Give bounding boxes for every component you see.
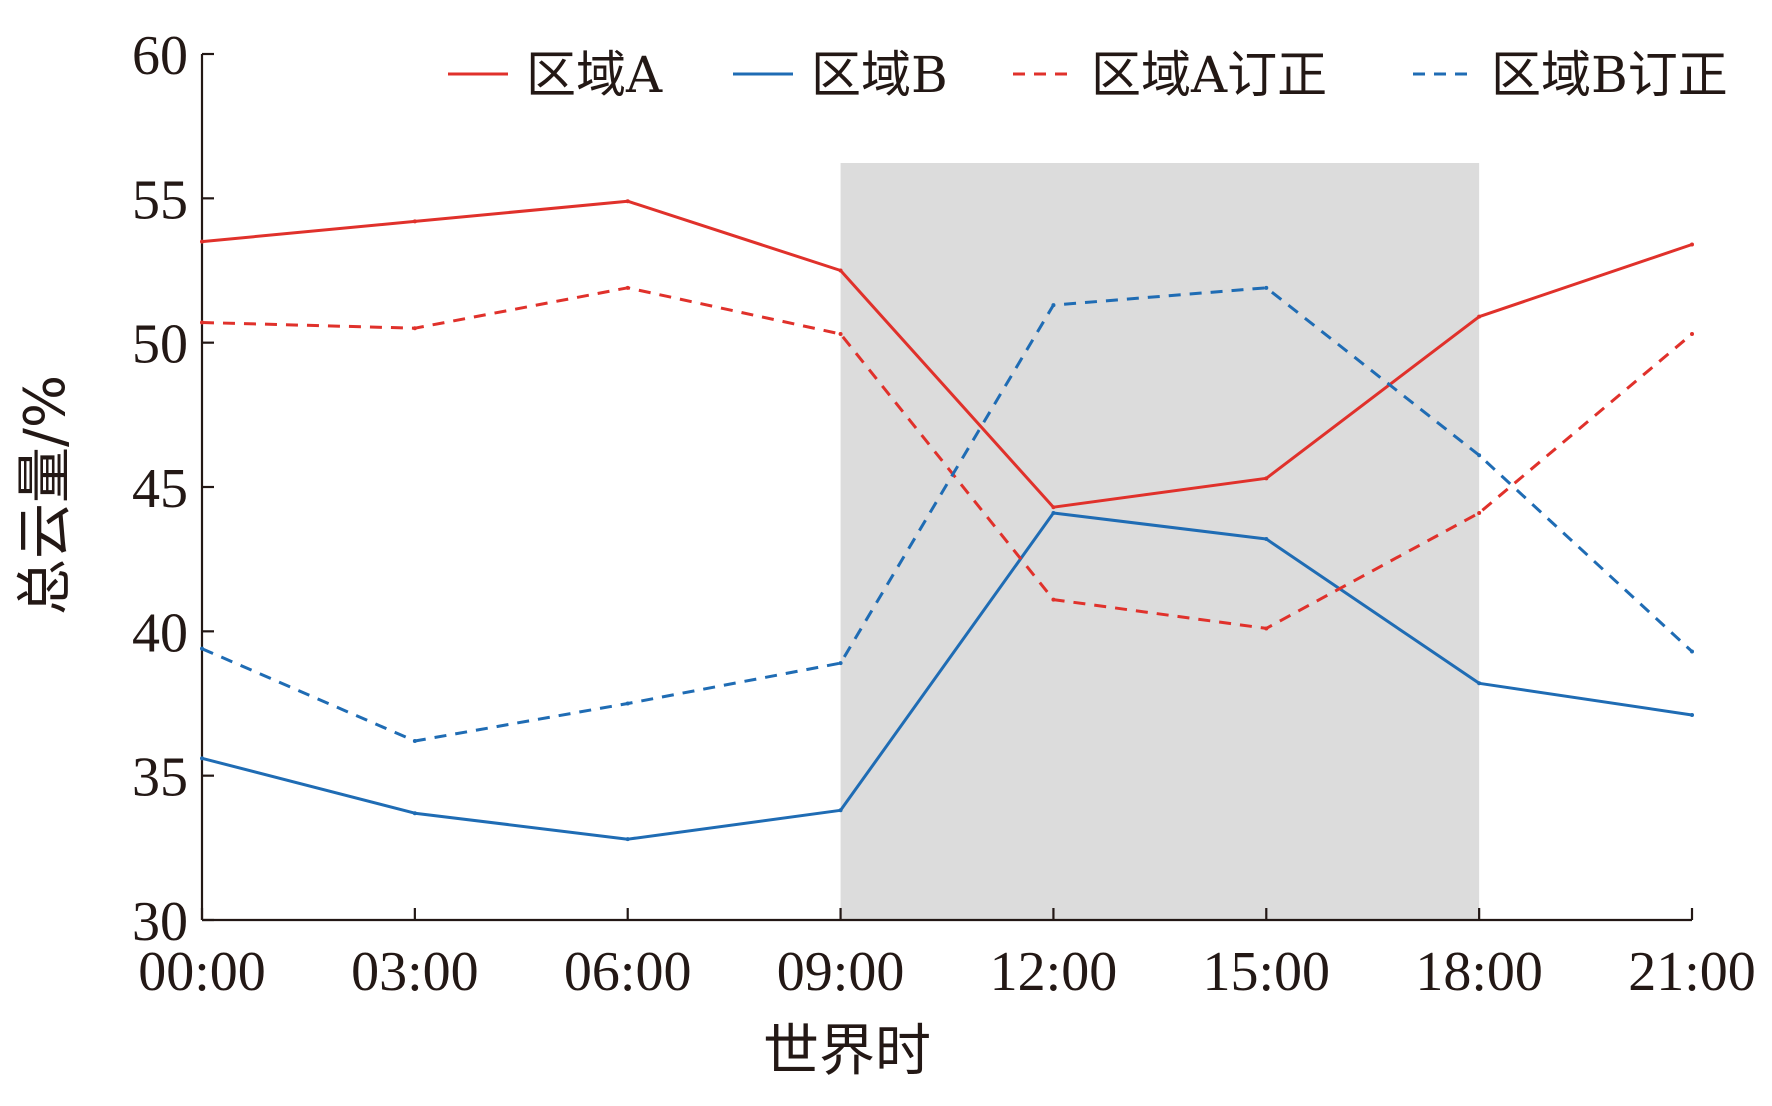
x-tick-label: 15:00 (1203, 941, 1331, 1003)
series-4-point (1690, 649, 1694, 654)
series-3-point (1477, 510, 1482, 515)
series-2-point (1051, 510, 1056, 515)
series-2-point (412, 811, 417, 816)
series-4-point (838, 661, 843, 666)
series-1-point (1477, 314, 1482, 319)
series-layer (200, 199, 1694, 842)
series-4-point (1051, 303, 1056, 308)
y-tick-label: 30 (132, 891, 188, 953)
series-4-point (200, 646, 204, 651)
series-3-point (1051, 597, 1056, 602)
series-3-point (838, 332, 843, 337)
y-tick-label: 55 (132, 169, 188, 231)
legend: 区域A 区域B 区域A订正 区域B订正 (448, 46, 1728, 104)
x-axis-title: 世界时 (763, 1019, 931, 1084)
series-2-point (200, 756, 204, 761)
series-1-point (200, 239, 204, 244)
series-2-point (625, 837, 630, 842)
x-tick-label: 09:00 (777, 941, 905, 1003)
series-1-point (838, 268, 843, 273)
legend-label-4: 区域B订正 (1491, 46, 1728, 104)
series-3-point (412, 326, 417, 331)
series-1-point (412, 219, 417, 224)
series-3-point (1264, 626, 1269, 631)
series-line-2 (201, 511, 1693, 841)
x-tick-label: 21:00 (1628, 941, 1756, 1003)
series-4-point (1264, 285, 1269, 290)
y-tick-label: 50 (132, 314, 188, 376)
series-1-point (1690, 242, 1694, 247)
x-tick-label: 03:00 (351, 941, 479, 1003)
series-4-point (412, 739, 417, 744)
series-3-point (200, 320, 204, 325)
y-tick-label: 40 (132, 602, 188, 664)
series-4-point (1477, 453, 1482, 458)
series-2-point (1690, 713, 1694, 718)
series-3-point (625, 285, 630, 290)
x-tick-label: 00:00 (138, 941, 266, 1003)
y-axis-title: 总云量/% (13, 375, 78, 615)
series-2-point (838, 808, 843, 813)
shaded-region (840, 163, 1480, 920)
y-tick-label: 35 (132, 747, 188, 809)
y-tick-label: 60 (132, 25, 188, 87)
legend-label-1: 区域A (526, 46, 663, 104)
series-line-1 (201, 199, 1693, 509)
series-line-4 (201, 286, 1694, 743)
axes: 30 35 40 45 50 55 60 00:00 03:00 06:00 09:00 12:00 1… (132, 25, 1756, 1003)
series-1-point (1264, 476, 1269, 481)
series-1-point (1051, 505, 1056, 510)
legend-label-2: 区域B (811, 46, 948, 104)
y-tick-label: 45 (132, 458, 188, 520)
shaded-region-layer (840, 163, 1480, 920)
series-4-point (625, 701, 630, 706)
series-3-point (1690, 332, 1694, 337)
x-tick-label: 12:00 (990, 941, 1118, 1003)
series-2-point (1477, 681, 1482, 686)
series-2-point (1264, 536, 1269, 541)
series-1-point (625, 199, 630, 204)
x-tick-label: 06:00 (564, 941, 692, 1003)
legend-label-3: 区域A订正 (1091, 46, 1327, 104)
x-tick-label: 18:00 (1415, 941, 1543, 1003)
